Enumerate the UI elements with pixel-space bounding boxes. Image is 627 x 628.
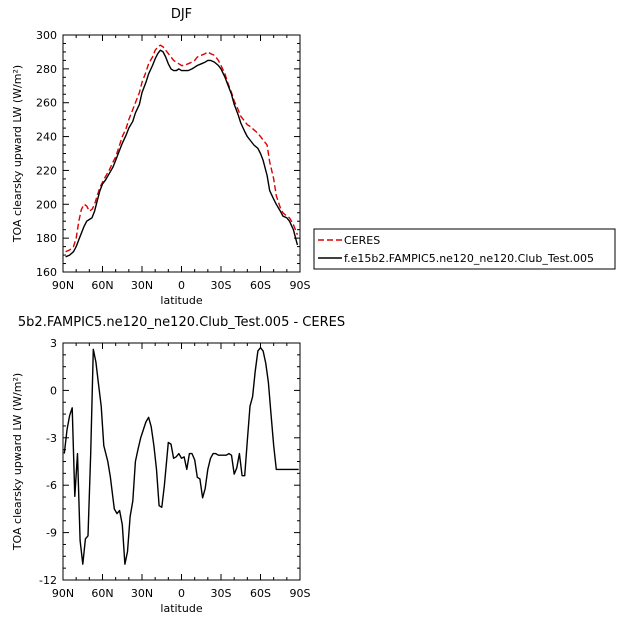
x-tick-label: 30N xyxy=(131,279,153,292)
y-tick-label: 160 xyxy=(36,266,57,279)
y-tick-label: 240 xyxy=(36,131,57,144)
x-tick-label: 90N xyxy=(52,279,74,292)
x-tick-label: 90S xyxy=(290,279,311,292)
x-axis-label: latitude xyxy=(160,602,202,615)
y-tick-label: -3 xyxy=(46,432,57,445)
y-tick-label: 220 xyxy=(36,164,57,177)
series-line-difference xyxy=(63,347,299,565)
series-line-f-e15b2-fampic5-ne120-ne120-club-test-005 xyxy=(65,49,299,258)
legend: CERES f.e15b2.FAMPIC5.ne120_ne120.Club_Te… xyxy=(313,228,616,270)
chart-title: 5b2.FAMPIC5.ne120_ne120.Club_Test.005 - … xyxy=(18,315,345,330)
y-tick-label: 0 xyxy=(50,384,57,397)
x-tick-label: 90N xyxy=(52,587,74,600)
x-axis-label: latitude xyxy=(160,294,202,307)
series-line-ceres xyxy=(65,44,299,253)
x-tick-label: 30N xyxy=(131,587,153,600)
y-tick-label: 280 xyxy=(36,63,57,76)
y-tick-label: 300 xyxy=(36,29,57,42)
x-tick-label: 0 xyxy=(178,587,185,600)
y-tick-label: 200 xyxy=(36,198,57,211)
x-tick-label: 60S xyxy=(250,587,271,600)
y-tick-label: 260 xyxy=(36,97,57,110)
x-tick-label: 90S xyxy=(290,587,311,600)
x-tick-label: 0 xyxy=(178,279,185,292)
y-axis-label: TOA clearsky upward LW (W/m²) xyxy=(11,65,24,243)
y-axis-label: TOA clearsky upward LW (W/m²) xyxy=(11,373,24,551)
y-tick-label: -9 xyxy=(46,527,57,540)
x-tick-label: 30S xyxy=(211,279,232,292)
chart-panel-top: DJF 90N 60N 30N 0 30S 60S 90S 160 180 200 220 240 260… xyxy=(11,7,616,307)
x-tick-label: 30S xyxy=(211,587,232,600)
x-tick-label: 60S xyxy=(250,279,271,292)
y-tick-label: 180 xyxy=(36,232,57,245)
legend-label: CERES xyxy=(344,234,380,247)
y-tick-label: -6 xyxy=(46,479,57,492)
x-tick-label: 60N xyxy=(91,279,113,292)
x-tick-label: 60N xyxy=(91,587,113,600)
chart-title: DJF xyxy=(171,7,192,22)
y-tick-label: 3 xyxy=(50,337,57,350)
legend-label: f.e15b2.FAMPIC5.ne120_ne120.Club_Test.00… xyxy=(344,252,594,265)
chart-panel-bottom: 5b2.FAMPIC5.ne120_ne120.Club_Test.005 - … xyxy=(11,315,345,615)
legend-box xyxy=(313,228,616,270)
y-tick-label: -12 xyxy=(39,574,57,587)
